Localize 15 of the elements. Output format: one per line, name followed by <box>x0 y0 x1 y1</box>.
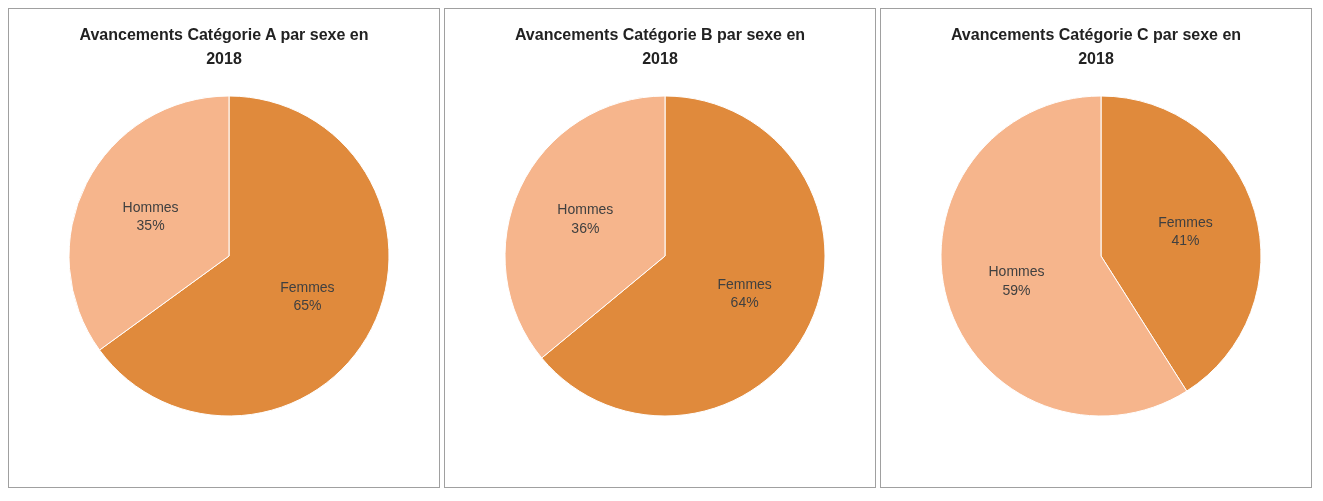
slice-label: Hommes <box>988 263 1045 280</box>
data-label: 41% <box>1171 232 1200 249</box>
slice-label: Hommes <box>122 198 179 215</box>
chart-title: Avancements Catégorie A par sexe en 2018 <box>78 25 370 69</box>
slice-label: Femmes <box>1158 214 1213 231</box>
data-label: 36% <box>571 219 600 236</box>
chart-title: Avancements Catégorie C par sexe en 2018 <box>949 25 1243 69</box>
slice-label: Femmes <box>280 278 335 295</box>
chart-title: Avancements Catégorie B par sexe en 2018 <box>513 25 807 69</box>
data-label: 35% <box>136 217 165 234</box>
slice-label: Hommes <box>557 201 614 218</box>
data-label: 64% <box>730 294 759 311</box>
slice-label: Femmes <box>717 276 772 293</box>
data-label: 65% <box>293 296 322 313</box>
data-label: 59% <box>1002 281 1031 298</box>
